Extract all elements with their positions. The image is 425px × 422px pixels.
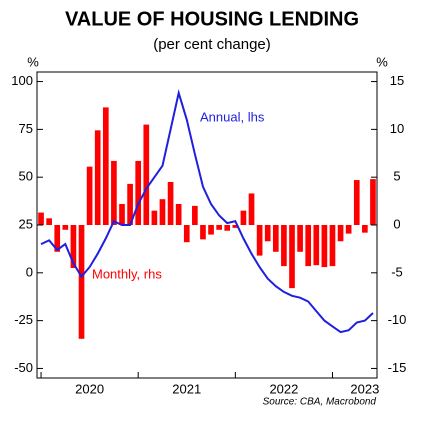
bar bbox=[111, 160, 117, 225]
chart-subtitle: (per cent change) bbox=[153, 36, 271, 53]
bar bbox=[200, 225, 206, 240]
bar bbox=[321, 225, 328, 268]
y2-tick-label: 15 bbox=[390, 73, 404, 88]
bar bbox=[151, 210, 158, 225]
bar bbox=[135, 160, 142, 225]
bar bbox=[232, 225, 239, 228]
bar bbox=[329, 225, 336, 267]
bar bbox=[240, 210, 247, 225]
bar bbox=[248, 193, 255, 225]
y2-tick-label: -10 bbox=[388, 312, 407, 327]
y-tick-label: -50 bbox=[14, 360, 33, 375]
bar bbox=[38, 212, 44, 225]
bar bbox=[78, 225, 85, 339]
bar bbox=[345, 225, 352, 234]
bar bbox=[86, 166, 93, 225]
bar-annotation: Monthly, rhs bbox=[92, 266, 162, 281]
y-tick-label: 25 bbox=[19, 216, 33, 231]
bar bbox=[264, 225, 271, 242]
bar bbox=[46, 218, 52, 225]
y-tick-label: 75 bbox=[19, 121, 33, 136]
bar bbox=[224, 225, 231, 231]
bar bbox=[143, 124, 150, 225]
chart-title: VALUE OF HOUSING LENDING bbox=[65, 8, 359, 30]
bar bbox=[119, 203, 125, 225]
line-annotation: Annual, lhs bbox=[200, 109, 265, 124]
y2-axis-unit: % bbox=[376, 54, 388, 69]
y2-tick-label: 0 bbox=[393, 216, 400, 231]
y-tick-label: 100 bbox=[11, 73, 33, 88]
x-tick-label: 2023 bbox=[350, 381, 379, 396]
bar bbox=[183, 225, 190, 243]
bar bbox=[167, 181, 174, 225]
bar bbox=[94, 130, 101, 225]
y-tick-label: -25 bbox=[14, 312, 33, 327]
bar bbox=[272, 225, 279, 252]
bar bbox=[289, 225, 295, 289]
bar bbox=[313, 225, 320, 266]
bar bbox=[353, 180, 360, 225]
bar bbox=[256, 225, 263, 256]
bar bbox=[370, 179, 376, 225]
bar bbox=[337, 225, 344, 242]
x-tick-label: 2020 bbox=[75, 381, 104, 396]
bar bbox=[62, 225, 69, 230]
y-tick-label: 50 bbox=[19, 169, 33, 184]
bar bbox=[208, 225, 214, 235]
bar bbox=[70, 225, 77, 269]
x-tick-label: 2021 bbox=[172, 381, 201, 396]
bar bbox=[159, 199, 166, 225]
y2-tick-label: 10 bbox=[390, 121, 404, 136]
bar bbox=[54, 225, 61, 252]
bar bbox=[175, 203, 182, 225]
x-tick-label: 2022 bbox=[269, 381, 298, 396]
y2-tick-label: 5 bbox=[393, 169, 400, 184]
y-axis-unit: % bbox=[27, 54, 39, 69]
bar bbox=[102, 107, 109, 225]
bar bbox=[362, 225, 368, 233]
bar bbox=[305, 225, 312, 267]
bar bbox=[216, 225, 222, 230]
bar bbox=[192, 205, 198, 225]
source-note: Source: CBA, Macrobond bbox=[263, 397, 377, 408]
bar bbox=[297, 225, 303, 252]
y-tick-label: 0 bbox=[26, 264, 33, 279]
y2-tick-label: -5 bbox=[391, 264, 403, 279]
y2-tick-label: -15 bbox=[388, 360, 407, 375]
bar bbox=[281, 225, 287, 267]
bar bbox=[127, 183, 133, 225]
line bbox=[40, 89, 374, 334]
